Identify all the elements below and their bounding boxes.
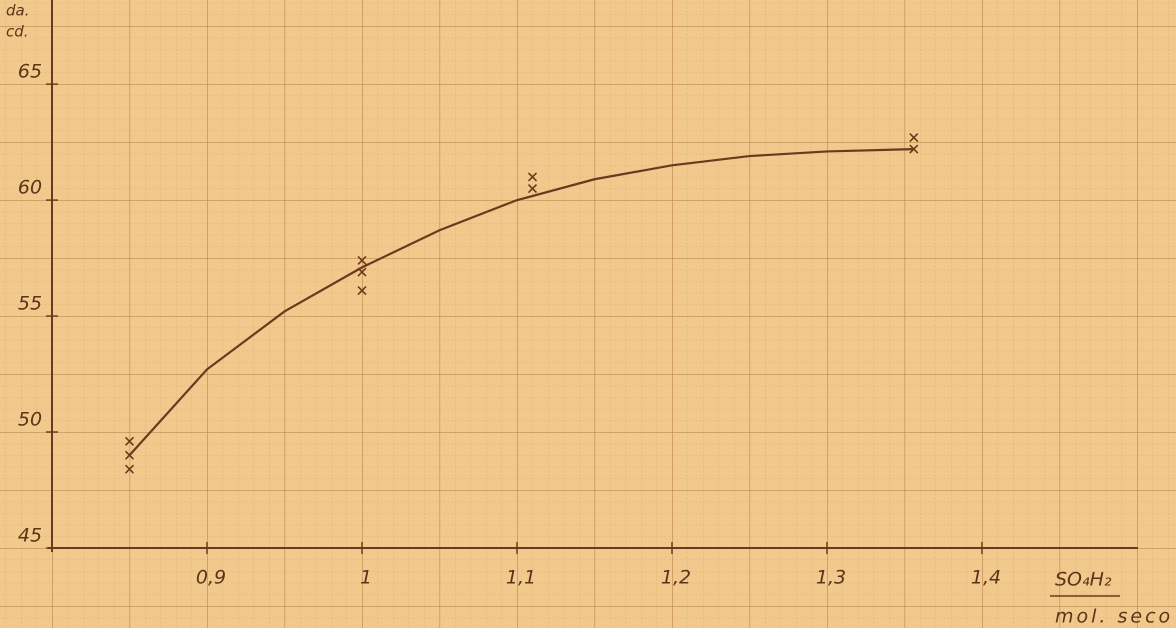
x-label: SO₄H₂ (1055, 569, 1112, 591)
x-tick-label: 1,1 (506, 567, 536, 589)
paper-major-grid (0, 0, 1176, 628)
y-label: da. (6, 2, 29, 20)
x-tick-label: 0,9 (196, 567, 226, 589)
x-tick-label: 1,4 (971, 567, 1001, 589)
x-tick-label: 1,2 (661, 567, 691, 589)
x-tick-label: 1 (360, 567, 372, 589)
y-tick-label: 60 (18, 177, 42, 199)
x-label: mol. seco (1055, 606, 1173, 628)
chart: da. cd. SO₄H₂ mol. seco 0,9 1 1,1 1,2 1,3 1,4… (0, 0, 1176, 628)
y-label: cd. (6, 23, 29, 41)
x-tick-label: 1,3 (816, 567, 846, 589)
y-tick-label: 50 (18, 409, 42, 431)
y-tick-label: 45 (18, 525, 42, 547)
y-tick-label: 55 (18, 293, 42, 315)
y-tick-label: 65 (18, 61, 42, 83)
